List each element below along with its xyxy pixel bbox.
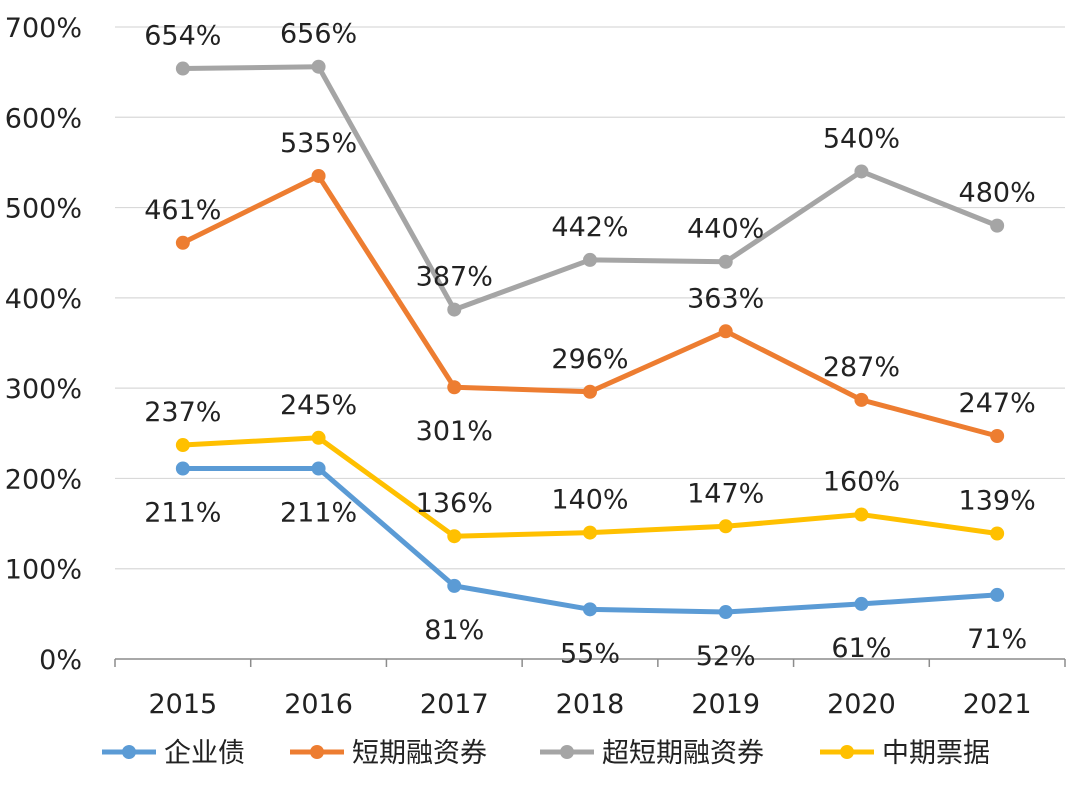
y-tick-label: 400% [5,284,82,315]
series-lines [175,59,1005,620]
data-point [175,438,190,453]
data-label: 55% [560,638,620,669]
data-label: 245% [280,390,357,421]
data-point [718,254,733,269]
y-tick-label: 600% [5,103,82,134]
data-point [175,235,190,250]
data-point [583,384,597,399]
data-point [583,602,597,617]
data-label: 654% [144,21,221,52]
x-tick-label: 2020 [827,689,896,720]
data-label: 461% [144,195,221,226]
data-point [718,324,733,339]
data-point [854,507,869,522]
data-label: 136% [416,488,493,519]
data-label: 139% [959,486,1036,517]
series-line [180,64,1000,313]
legend-marker [310,745,324,759]
data-point [583,252,597,267]
data-label: 61% [831,633,891,664]
legend-marker [560,745,574,759]
legend-marker [122,745,136,759]
data-point [854,596,869,611]
data-label: 237% [144,397,221,428]
data-point [311,59,326,74]
legend-label: 企业债 [164,738,245,769]
data-label: 387% [416,262,493,293]
data-label: 440% [687,214,764,245]
legend: 企业债 短期融资券 超短期融资券 中期票据 [102,738,990,769]
data-label: 211% [280,497,357,528]
legend-marker [840,745,854,759]
data-label: 147% [687,478,764,509]
data-label: 140% [551,485,628,516]
data-label: 160% [823,467,900,498]
data-point [175,461,190,476]
data-label: 81% [424,615,484,646]
data-labels: 211% 211% 81% 55% 52% 61% 71% 461% 535% 301% 296% 3… [144,19,1035,672]
data-point [990,218,1005,233]
data-point [718,605,733,620]
y-tick-label: 100% [5,555,82,586]
x-tick-label: 2015 [148,689,217,720]
x-tick-label: 2019 [691,689,760,720]
x-tick-label: 2016 [284,689,353,720]
x-tick-label: 2018 [556,689,625,720]
y-tick-label: 0% [39,645,82,676]
data-point [583,525,597,540]
data-point [311,430,326,445]
x-tick-label: 2021 [963,689,1032,720]
x-tick-label: 2017 [420,689,489,720]
data-label: 287% [823,352,900,383]
data-point [447,578,462,593]
legend-label: 超短期融资券 [602,738,764,769]
data-point [311,461,326,476]
data-label: 296% [551,344,628,375]
y-tick-label: 200% [5,464,82,495]
data-label: 211% [144,497,221,528]
data-label: 52% [696,641,756,672]
y-tick-label: 300% [5,374,82,405]
data-point [447,302,462,317]
legend-label: 中期票据 [882,738,990,769]
data-label: 656% [280,19,357,50]
data-point [990,587,1005,602]
legend-label: 短期融资券 [352,738,487,769]
data-label: 442% [551,212,628,243]
data-label: 247% [959,388,1036,419]
y-tick-label: 500% [5,194,82,225]
data-point [990,428,1005,443]
data-label: 363% [687,283,764,314]
data-point [311,168,326,183]
data-point [990,526,1005,541]
y-tick-label: 700% [5,13,82,44]
data-label: 535% [280,128,357,159]
data-point [854,164,869,179]
data-point [854,392,869,407]
data-label: 71% [967,624,1027,655]
data-label: 480% [959,178,1036,209]
data-label: 540% [823,123,900,154]
data-label: 301% [416,416,493,447]
data-point [175,61,190,76]
axes: 0% 100% 200% 300% 400% 500% 600% 700% 2015 2016 20… [5,13,1066,720]
data-point [447,529,462,544]
data-point [447,380,462,395]
data-point [718,519,733,534]
